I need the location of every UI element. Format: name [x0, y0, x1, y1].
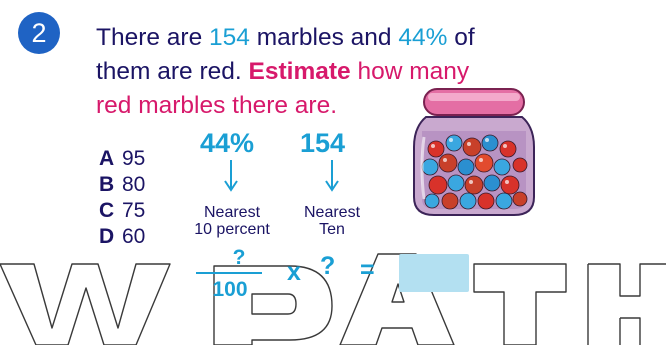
choice-b[interactable]: B 80 — [99, 172, 145, 198]
times-sign: x — [287, 258, 301, 287]
choice-d[interactable]: D 60 — [99, 224, 145, 250]
watermark-letter-t — [474, 264, 566, 345]
down-arrow-icon — [325, 160, 339, 192]
question-line-2: them are red. Estimate how many — [96, 55, 536, 89]
caption-nearest-10-percent: Nearest 10 percent — [186, 204, 278, 238]
fraction-denominator: 100 — [200, 278, 260, 302]
answer-box[interactable] — [399, 254, 469, 292]
choice-letter: A — [99, 146, 122, 172]
caption-line: 10 percent — [186, 221, 278, 238]
choice-value: 60 — [122, 224, 145, 250]
second-factor: ? — [320, 252, 335, 281]
question-line-1: There are 154 marbles and 44% of — [96, 21, 536, 55]
diagram-percent: 44% — [200, 128, 254, 158]
choice-letter: C — [99, 198, 122, 224]
question-number-badge: 2 — [18, 12, 60, 54]
choice-c[interactable]: C 75 — [99, 198, 145, 224]
choice-value: 75 — [122, 198, 145, 224]
choice-value: 80 — [122, 172, 145, 198]
fraction-numerator: ? — [224, 246, 254, 270]
watermark-letter-h — [588, 264, 666, 296]
equals-sign: = — [360, 256, 375, 285]
caption-line: Nearest — [186, 204, 278, 221]
watermark-letter-w — [0, 264, 170, 345]
marbles-count: 154 — [209, 24, 250, 51]
choice-a[interactable]: A 95 — [99, 146, 145, 172]
question-text-segment: marbles and — [250, 24, 398, 51]
answer-choices: A 95 B 80 C 75 D 60 — [99, 146, 145, 250]
fraction-bar — [196, 272, 262, 274]
choice-letter: B — [99, 172, 122, 198]
red-percent: 44% — [398, 24, 447, 51]
caption-line: Ten — [292, 221, 372, 238]
marble-jar-image — [410, 87, 540, 219]
caption-line: Nearest — [292, 204, 372, 221]
estimate-keyword: Estimate — [249, 58, 351, 85]
question-text-segment: of — [447, 24, 474, 51]
diagram-count: 154 — [300, 128, 345, 158]
down-arrow-icon — [224, 160, 238, 192]
question-text-segment: There are — [96, 24, 209, 51]
caption-nearest-ten: Nearest Ten — [292, 204, 372, 238]
choice-letter: D — [99, 224, 122, 250]
question-prompt-segment: how many — [351, 58, 469, 85]
question-text-segment: them are red. — [96, 58, 249, 85]
choice-value: 95 — [122, 146, 145, 172]
